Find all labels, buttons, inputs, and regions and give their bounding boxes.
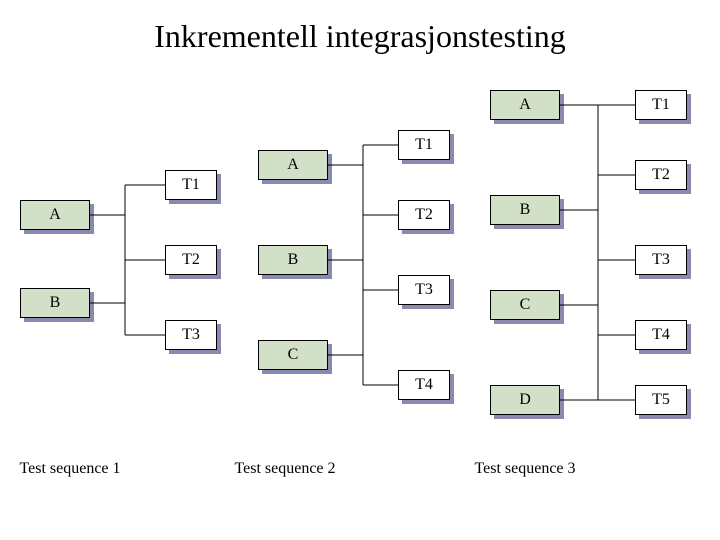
module-box: D [490, 385, 560, 415]
module-box: C [258, 340, 328, 370]
test-box: T2 [398, 200, 450, 230]
test-box: T2 [635, 160, 687, 190]
connector-layer [0, 0, 720, 540]
module-box: A [258, 150, 328, 180]
module-box: C [490, 290, 560, 320]
sequence-caption: Test sequence 3 [465, 460, 585, 478]
module-box: B [258, 245, 328, 275]
test-box: T4 [635, 320, 687, 350]
test-box: T1 [635, 90, 687, 120]
page-title: Inkrementell integrasjonstesting [0, 18, 720, 55]
module-box: A [490, 90, 560, 120]
module-box: B [490, 195, 560, 225]
test-box: T1 [398, 130, 450, 160]
test-box: T3 [398, 275, 450, 305]
sequence-caption: Test sequence 1 [10, 460, 130, 478]
module-box: A [20, 200, 90, 230]
test-box: T3 [165, 320, 217, 350]
test-box: T3 [635, 245, 687, 275]
test-box: T2 [165, 245, 217, 275]
sequence-caption: Test sequence 2 [225, 460, 345, 478]
test-box: T4 [398, 370, 450, 400]
test-box: T5 [635, 385, 687, 415]
module-box: B [20, 288, 90, 318]
test-box: T1 [165, 170, 217, 200]
